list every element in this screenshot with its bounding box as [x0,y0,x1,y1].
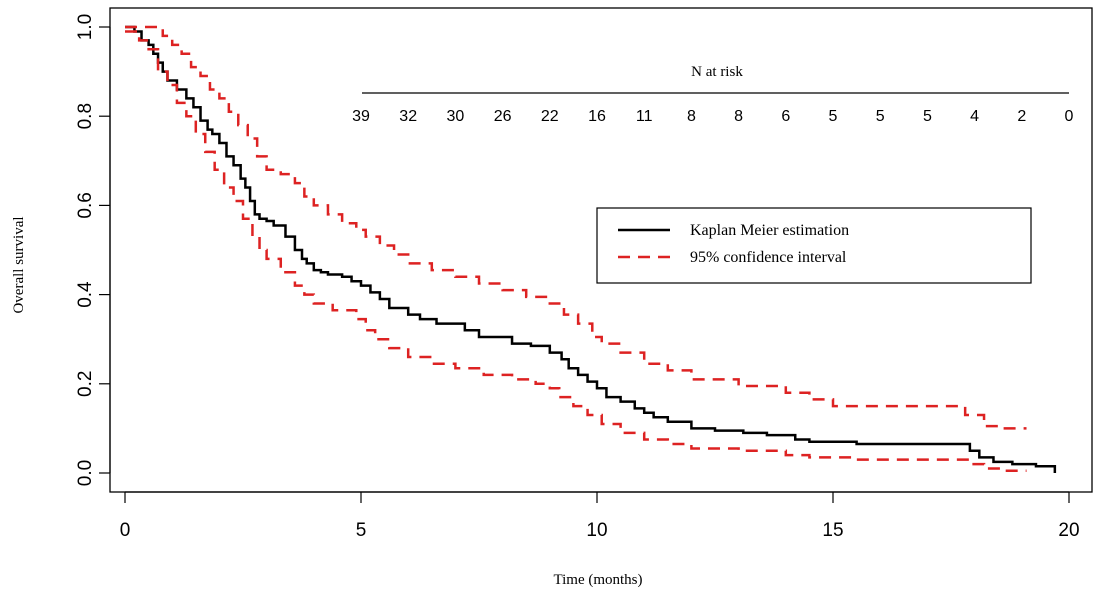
risk-table-title: N at risk [691,64,743,80]
x-tick-label: 0 [120,520,131,541]
legend: Kaplan Meier estimation 95% confidence i… [596,207,1032,284]
risk-count: 32 [399,108,417,125]
risk-count: 0 [1065,108,1074,125]
risk-count: 6 [781,108,790,125]
series-layer [125,25,1057,473]
y-tick-label: 0.2 [75,371,96,397]
x-tick-label: 5 [356,520,367,541]
risk-count: 5 [876,108,885,125]
km-estimate-line [125,25,1057,473]
risk-count: 4 [970,108,979,125]
y-axis-label: Overall survival [11,216,27,313]
risk-counts: 39 32 30 26 22 16 11 8 8 6 5 5 5 4 2 0 [352,108,1073,125]
y-tick-label: 0.0 [75,460,96,486]
y-tick-label: 1.0 [75,14,96,40]
x-axis-label: Time (months) [553,572,642,588]
risk-count: 22 [541,108,559,125]
x-tick-label: 15 [822,520,843,541]
risk-count: 26 [494,108,512,125]
risk-count: 8 [734,108,743,125]
risk-count: 16 [588,108,606,125]
y-tick-label: 0.6 [75,192,96,218]
risk-count: 8 [687,108,696,125]
risk-count: 5 [829,108,838,125]
legend-label-estimate: Kaplan Meier estimation [690,222,849,239]
legend-box [596,207,1032,284]
x-tick-label: 10 [586,520,607,541]
y-tick-label: 0.4 [75,281,96,308]
y-tick-label: 0.8 [75,103,96,129]
x-tick-label: 20 [1058,520,1079,541]
risk-count: 2 [1017,108,1026,125]
risk-table: N at risk 39 32 30 26 22 16 11 8 8 6 5 5 5 4 2 0 [352,64,1073,125]
legend-label-ci: 95% confidence interval [690,249,847,266]
risk-count: 30 [447,108,465,125]
x-axis: 0 5 10 15 20 [120,491,1080,541]
y-axis: 0.0 0.2 0.4 0.6 0.8 1.0 [75,14,111,486]
risk-count: 5 [923,108,932,125]
ci-upper-line [125,25,1027,430]
risk-count: 11 [636,108,653,125]
risk-count: 39 [352,108,370,125]
